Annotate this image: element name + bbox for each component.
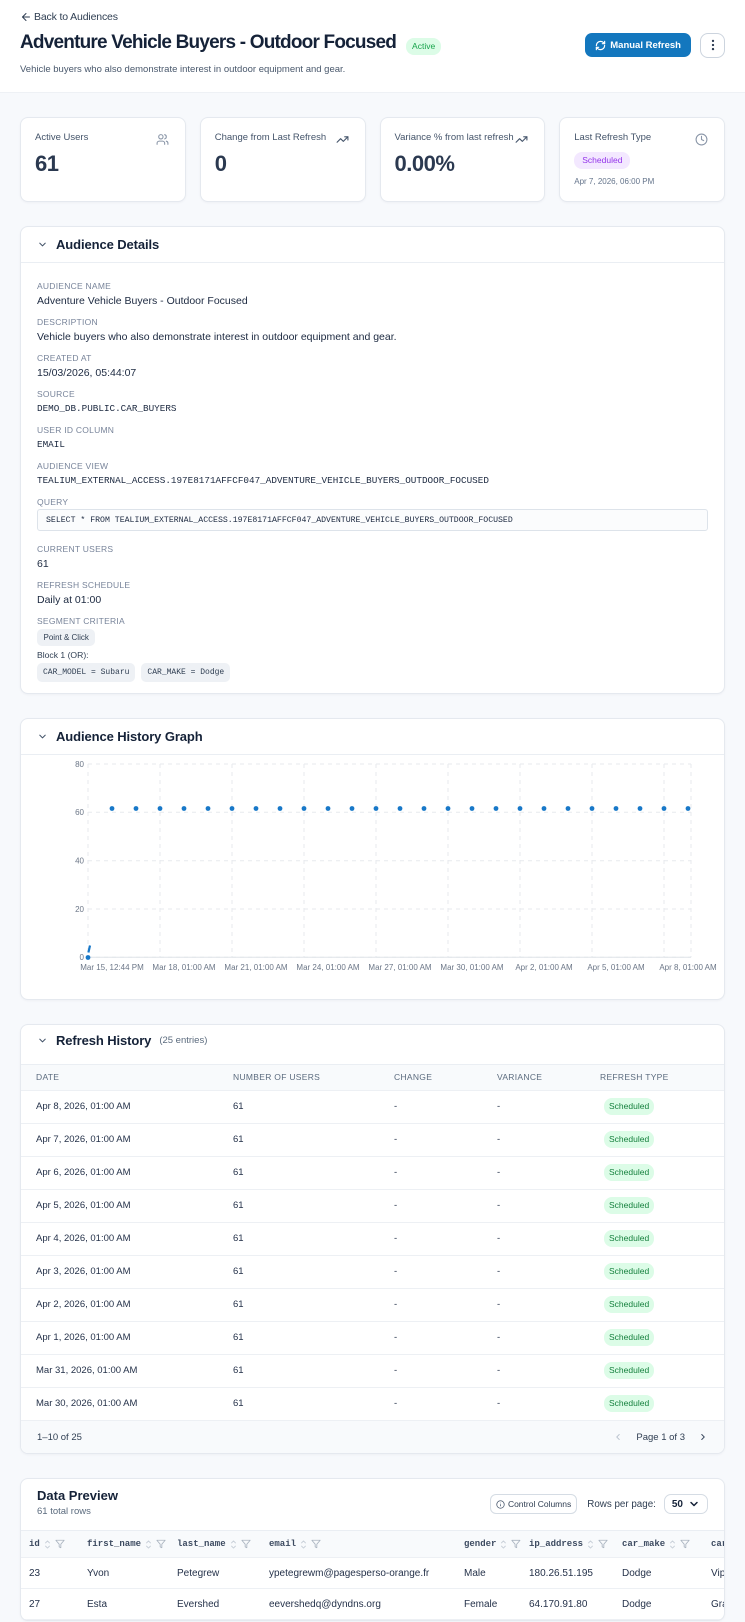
svg-text:40: 40 <box>75 856 84 865</box>
svg-text:Mar 30, 01:00 AM: Mar 30, 01:00 AM <box>440 963 503 972</box>
svg-text:Apr 2, 01:00 AM: Apr 2, 01:00 AM <box>515 963 573 972</box>
svg-text:Mar 18, 01:00 AM: Mar 18, 01:00 AM <box>152 963 215 972</box>
svg-text:Mar 27, 01:00 AM: Mar 27, 01:00 AM <box>368 963 431 972</box>
svg-text:Mar 24, 01:00 AM: Mar 24, 01:00 AM <box>296 963 359 972</box>
svg-text:Apr 5, 01:00 AM: Apr 5, 01:00 AM <box>587 963 645 972</box>
svg-text:80: 80 <box>75 759 84 768</box>
svg-text:Mar 21, 01:00 AM: Mar 21, 01:00 AM <box>224 963 287 972</box>
svg-text:20: 20 <box>75 904 84 913</box>
svg-text:Apr 8, 01:00 AM: Apr 8, 01:00 AM <box>659 963 717 972</box>
svg-text:60: 60 <box>75 808 84 817</box>
svg-text:Mar 15, 12:44 PM: Mar 15, 12:44 PM <box>80 963 144 972</box>
svg-text:0: 0 <box>80 953 85 962</box>
